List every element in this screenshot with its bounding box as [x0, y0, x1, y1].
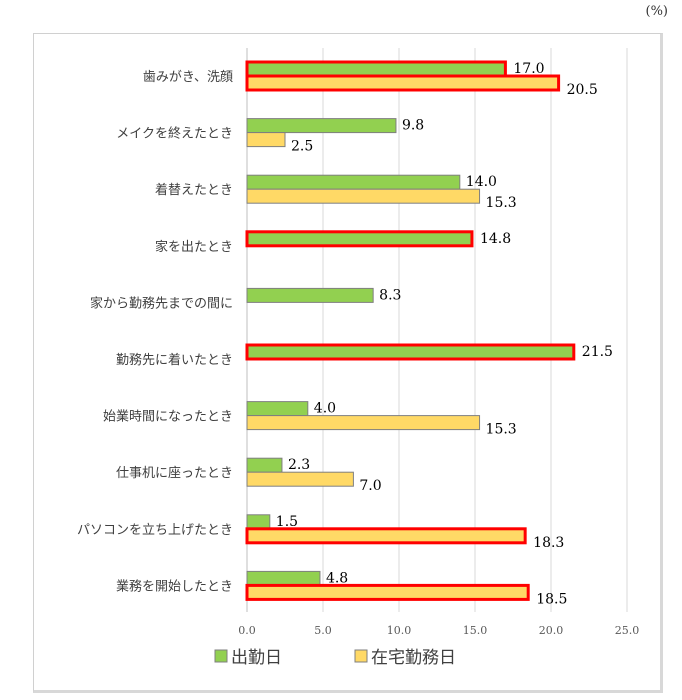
data-label: 18.5	[536, 591, 567, 607]
bar-zaitaku	[245, 583, 530, 601]
legend-label: 在宅勤務日	[371, 648, 456, 668]
bar-zaitaku	[246, 132, 286, 148]
legend-swatch	[214, 649, 228, 663]
x-tick-label: 10.0	[387, 624, 412, 637]
legend-label: 出勤日	[231, 648, 282, 668]
x-tick-label: 20.0	[539, 624, 564, 637]
unit-label: (%)	[645, 4, 669, 19]
data-label: 1.5	[276, 514, 298, 530]
category-label: 業務を開始したとき	[116, 578, 233, 594]
bar-shukkin	[246, 457, 283, 473]
data-label: 18.3	[533, 535, 564, 551]
data-label: 15.3	[486, 422, 517, 438]
data-label: 8.3	[379, 287, 401, 303]
data-label: 17.0	[513, 61, 544, 77]
bar-zaitaku	[246, 471, 354, 487]
data-label: 9.8	[402, 118, 424, 134]
bar-shukkin	[246, 174, 461, 190]
chart-frame	[33, 33, 663, 693]
bar-shukkin	[245, 230, 474, 248]
data-label: 14.0	[466, 174, 497, 190]
bar-shukkin	[246, 287, 374, 303]
x-tick-label: 25.0	[615, 624, 640, 637]
data-label: 15.3	[486, 195, 517, 211]
bar-zaitaku	[246, 415, 481, 431]
category-label: 歯みがき、洗顔	[143, 70, 233, 85]
data-label: 4.8	[326, 570, 348, 586]
data-label: 2.5	[291, 139, 313, 155]
legend-swatch	[354, 649, 368, 663]
bar-shukkin	[245, 343, 576, 361]
bar-zaitaku	[246, 188, 481, 204]
category-label: メイクを終えたとき	[116, 126, 233, 142]
category-label: パソコンを立ち上げたとき	[77, 523, 233, 538]
data-label: 2.3	[288, 457, 310, 473]
bar-shukkin	[246, 514, 271, 530]
bar-zaitaku	[245, 74, 561, 92]
bar-shukkin	[246, 401, 309, 417]
category-label: 家から勤務先までの間に	[90, 295, 233, 311]
category-label: 仕事机に座ったとき	[116, 466, 233, 481]
data-label: 14.8	[480, 231, 511, 247]
data-label: 20.5	[567, 82, 598, 98]
bar-zaitaku	[245, 527, 527, 545]
x-tick-label: 0.0	[238, 624, 256, 637]
data-label: 7.0	[359, 478, 381, 494]
bar-shukkin	[246, 118, 397, 134]
category-label: 始業時間になったとき	[103, 409, 233, 425]
x-tick-label: 15.0	[463, 624, 488, 637]
category-label: 着替えたとき	[155, 182, 233, 198]
data-label: 21.5	[582, 344, 613, 360]
category-label: 勤務先に着いたとき	[116, 352, 233, 368]
x-tick-label: 5.0	[314, 624, 332, 637]
bar-shukkin	[246, 570, 321, 586]
bar-shukkin	[245, 60, 507, 78]
data-label: 4.0	[314, 401, 336, 417]
category-label: 家を出たとき	[155, 239, 233, 255]
